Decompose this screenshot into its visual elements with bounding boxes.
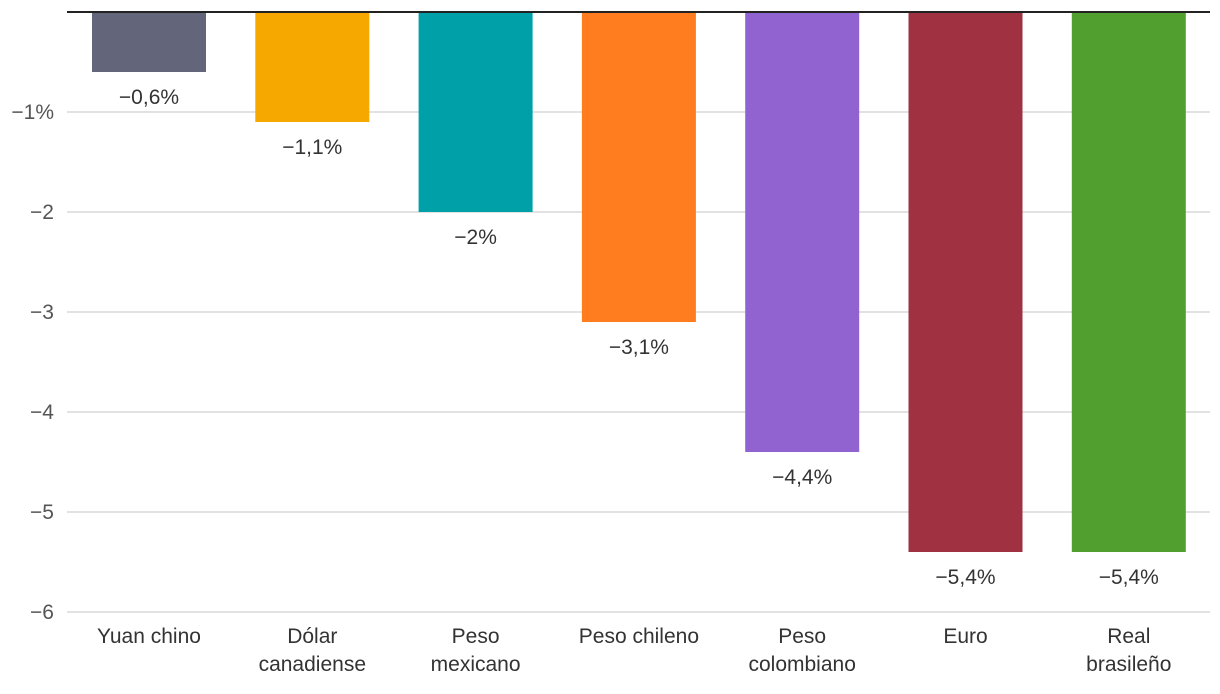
bar (745, 12, 860, 452)
bars (92, 12, 1186, 552)
x-tick-label: Real (1107, 625, 1150, 648)
x-tick-label: Peso (778, 625, 826, 648)
y-tick-label: −4 (30, 401, 54, 424)
y-tick-label: −6 (30, 601, 54, 624)
bar-value-label: −4,4% (772, 466, 832, 489)
y-tick-label: −2 (30, 201, 54, 224)
x-axis-ticks: Yuan chino Dólar canadiense Peso mexicano Pes… (97, 625, 1171, 676)
bar (908, 12, 1023, 552)
bar-value-label: −5,4% (935, 566, 995, 589)
data-labels: −0,6% −1,1% −2% −3,1% −4,4% −5,4% −5,4% (119, 86, 1159, 589)
x-tick-label: Peso chileno (579, 625, 699, 648)
x-tick-label: colombiano (748, 653, 855, 676)
bar-value-label: −3,1% (609, 336, 669, 359)
x-tick-label: Yuan chino (97, 625, 201, 648)
y-tick-label: −1% (11, 101, 54, 124)
x-tick-label: Peso (452, 625, 500, 648)
x-tick-label: canadiense (259, 653, 366, 676)
bar (1071, 12, 1186, 552)
y-axis-ticks: −1% −2 −3 −4 −5 −6 (11, 101, 54, 624)
bar (581, 12, 696, 322)
bar (92, 12, 206, 72)
bar-value-label: −1,1% (282, 136, 342, 159)
x-tick-label: Dólar (287, 625, 337, 648)
bar-value-label: −2% (454, 226, 497, 249)
x-tick-label: Euro (943, 625, 987, 648)
bar-value-label: −0,6% (119, 86, 179, 109)
x-tick-label: brasileño (1086, 653, 1171, 676)
y-tick-label: −5 (30, 501, 54, 524)
x-tick-label: mexicano (431, 653, 521, 676)
bar (418, 12, 533, 212)
y-tick-label: −3 (30, 301, 54, 324)
bar (255, 12, 370, 122)
bar-value-label: −5,4% (1099, 566, 1159, 589)
